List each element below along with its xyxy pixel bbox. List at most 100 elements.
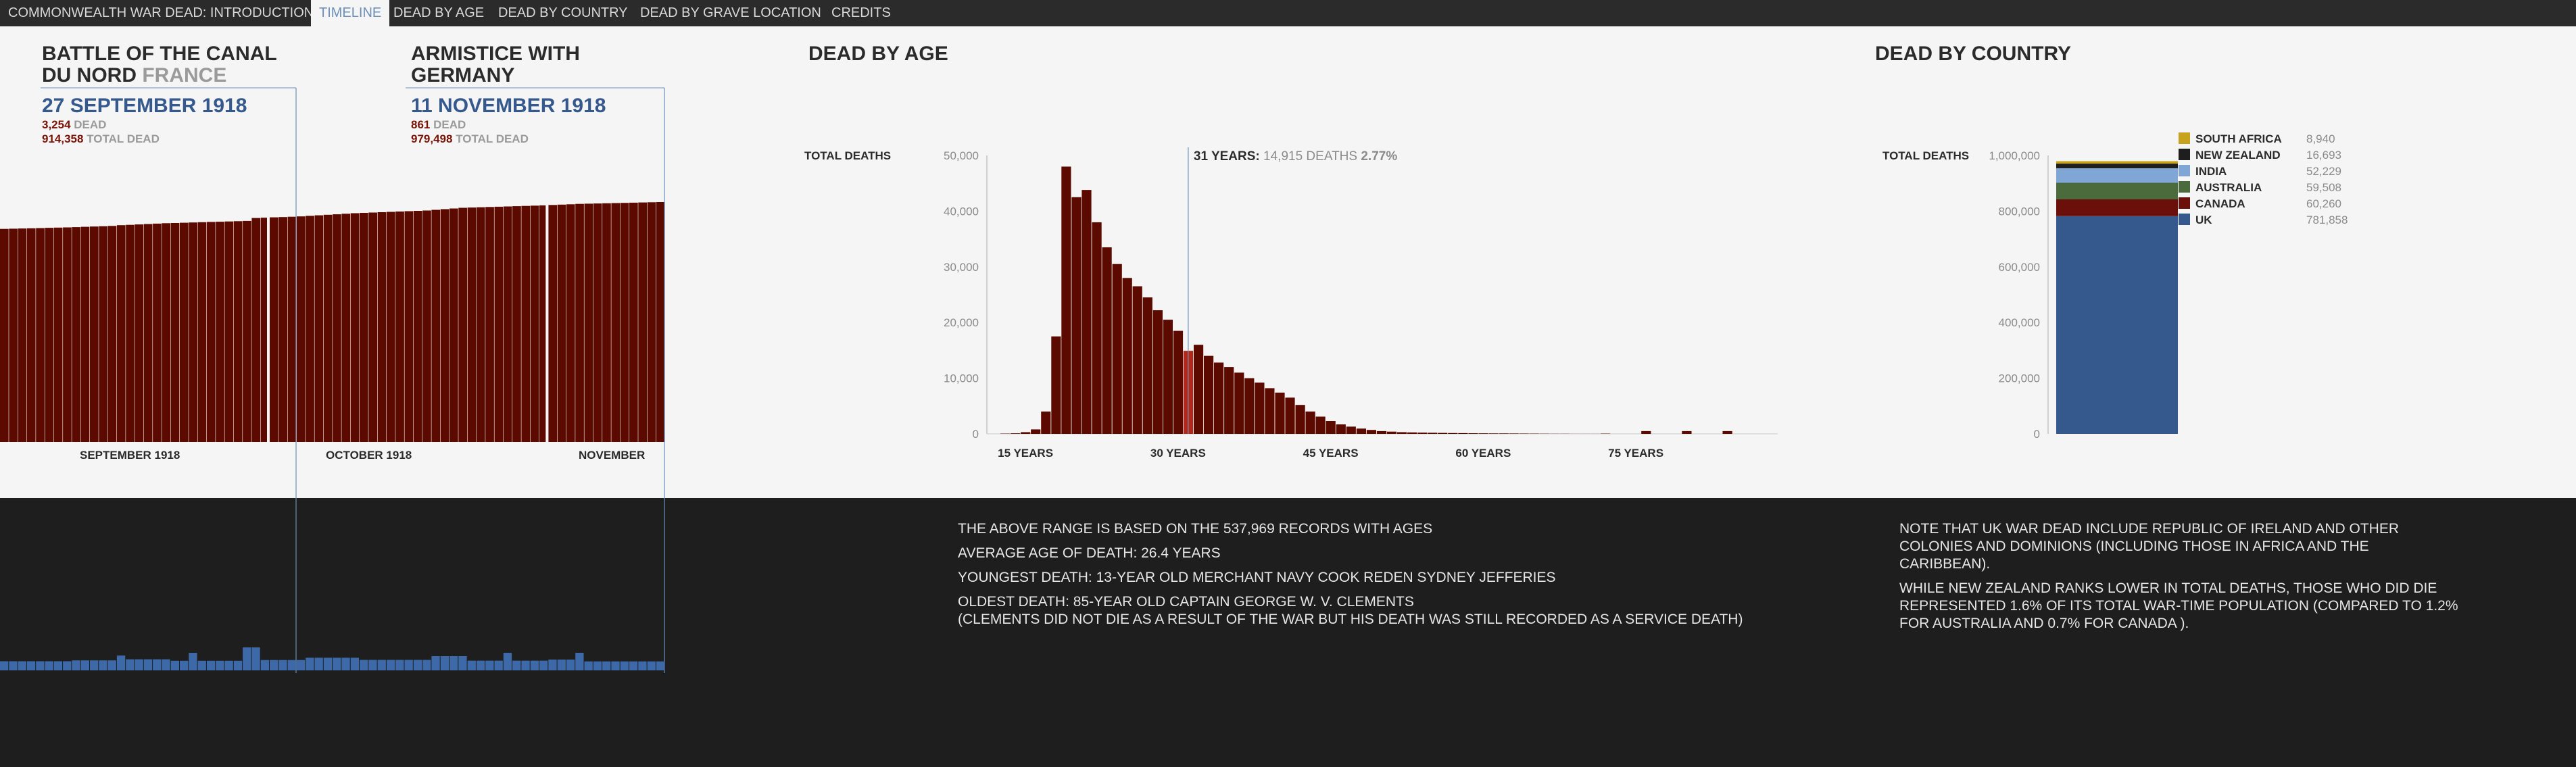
timeline-bar — [503, 206, 512, 442]
timeline-minibar — [548, 660, 557, 670]
timeline-bar — [45, 228, 54, 442]
timeline-minibar — [126, 659, 135, 670]
legend-label: CANADA — [2195, 197, 2245, 210]
timeline-bar — [143, 224, 153, 442]
legend-label: INDIA — [2195, 165, 2227, 178]
timeline-minibar — [539, 660, 548, 670]
country-tick-label-y: 400,000 — [1999, 316, 2040, 329]
timeline-bar — [189, 222, 197, 442]
timeline-minibar — [360, 660, 368, 670]
timeline-bar — [296, 216, 306, 442]
age-bar — [1428, 432, 1438, 434]
timeline-bar — [386, 212, 395, 442]
legend-swatch — [2179, 197, 2190, 209]
timeline-bar — [36, 228, 45, 442]
timeline-bar — [494, 206, 504, 442]
legend-label: AUSTRALIA — [2195, 181, 2262, 194]
timeline-bar — [620, 203, 629, 442]
timeline-bar — [26, 228, 36, 442]
country-segment-uk — [2056, 216, 2178, 434]
age-bars — [1000, 166, 1732, 434]
tab-credits[interactable]: CREDITS — [831, 5, 891, 20]
age-bar — [1509, 433, 1519, 434]
timeline-minibar — [638, 661, 647, 670]
tab-dead-by-age[interactable]: DEAD BY AGE — [393, 5, 485, 20]
timeline-bar — [287, 216, 297, 442]
timeline-minibar — [611, 661, 620, 670]
timeline-bar — [440, 209, 449, 442]
age-bar — [1275, 393, 1285, 434]
timeline-minibar — [566, 660, 575, 670]
timeline-bar — [530, 205, 539, 442]
timeline-bar — [512, 206, 521, 442]
age-highlight-deaths: 14,915 DEATHS — [1263, 149, 1361, 164]
timeline-minibar — [170, 660, 179, 670]
timeline-bar — [153, 223, 162, 442]
legend-value: 59,508 — [2306, 181, 2341, 194]
event-total-label: TOTAL DEAD — [87, 132, 160, 145]
legend-label: SOUTH AFRICA — [2195, 132, 2282, 145]
age-bar — [1478, 433, 1488, 434]
timeline-minibar — [45, 661, 53, 670]
timeline-bar — [602, 203, 611, 442]
timeline-minibar — [413, 660, 422, 670]
month-label: OCTOBER 1918 — [326, 449, 412, 462]
event-date: 11 NOVEMBER 1918 — [411, 95, 606, 117]
timeline-bar — [323, 214, 333, 442]
timeline-chart[interactable]: SEPTEMBER 1918 OCTOBER 1918 NOVEMBER — [0, 26, 676, 689]
timeline-minibar — [584, 661, 593, 670]
event-total-value: 979,498 — [411, 132, 453, 145]
timeline-minibar — [323, 658, 333, 670]
event-dead: 3,254 DEAD — [42, 118, 292, 132]
legend-swatch — [2179, 132, 2190, 144]
timeline-bar — [206, 222, 216, 442]
timeline-minibar — [90, 660, 99, 670]
timeline-bar — [126, 224, 135, 442]
month-label: SEPTEMBER 1918 — [80, 449, 180, 462]
timeline-bar — [135, 224, 144, 442]
tab-dead-by-grave-location[interactable]: DEAD BY GRAVE LOCATION — [640, 5, 821, 20]
age-bar — [1082, 190, 1092, 434]
tab-dead-by-country[interactable]: DEAD BY COUNTRY — [498, 5, 628, 20]
age-notes: THE ABOVE RANGE IS BASED ON THE 537,969 … — [958, 520, 1837, 635]
age-bar — [1682, 430, 1692, 434]
legend-swatch — [2179, 149, 2190, 160]
timeline-minibar — [18, 661, 26, 670]
timeline-bar — [395, 212, 404, 442]
country-notes: NOTE THAT UK WAR DEAD INCLUDE REPUBLIC O… — [1899, 520, 2460, 639]
age-bar — [1305, 412, 1315, 434]
tab-timeline[interactable]: TIMELINE — [311, 0, 390, 26]
timeline-bar — [72, 227, 81, 442]
timeline-minibars — [0, 647, 665, 670]
timeline-minibar — [63, 661, 72, 670]
timeline-bar — [521, 205, 531, 442]
timeline-bar — [449, 208, 458, 442]
event-title: BATTLE OF THE CANAL DU NORD FRANCE — [42, 43, 292, 86]
age-tick-label-x: 75 YEARS — [1608, 447, 1663, 460]
timeline-bar — [458, 207, 467, 442]
timeline-bar — [170, 223, 180, 442]
timeline-minibar — [107, 660, 116, 670]
timeline-minibar — [287, 660, 296, 670]
timeline-minibar — [180, 660, 189, 670]
timeline-minibar — [153, 659, 162, 670]
legend-value: 52,229 — [2306, 165, 2341, 178]
age-highlight-text: 31 YEARS: 14,915 DEATHS 2.77% — [1194, 149, 1397, 164]
timeline-minibar — [197, 660, 206, 670]
age-bar — [1163, 320, 1173, 434]
country-segment-india — [2056, 168, 2178, 183]
country-chart[interactable]: TOTAL DEATHS 0 200,000 400,000 600,000 800,00… — [1866, 122, 2379, 446]
age-tick-label-x: 30 YEARS — [1150, 447, 1206, 460]
age-bar — [1234, 372, 1244, 434]
timeline-minibar — [233, 660, 243, 670]
timeline-minibar — [216, 660, 224, 670]
event-total-value: 914,358 — [42, 132, 84, 145]
tab-introduction[interactable]: COMMONWEALTH WAR DEAD: INTRODUCTION — [8, 5, 314, 20]
age-bar — [1214, 362, 1224, 434]
timeline-minibar — [72, 660, 80, 670]
timeline-bar — [278, 217, 287, 442]
age-bar — [1346, 426, 1356, 434]
age-chart[interactable]: TOTAL DEATHS 0 10,000 20,000 30,000 40,000 50,… — [798, 135, 1798, 473]
month-label: NOVEMBER — [579, 449, 645, 462]
timeline-bar — [575, 203, 584, 442]
